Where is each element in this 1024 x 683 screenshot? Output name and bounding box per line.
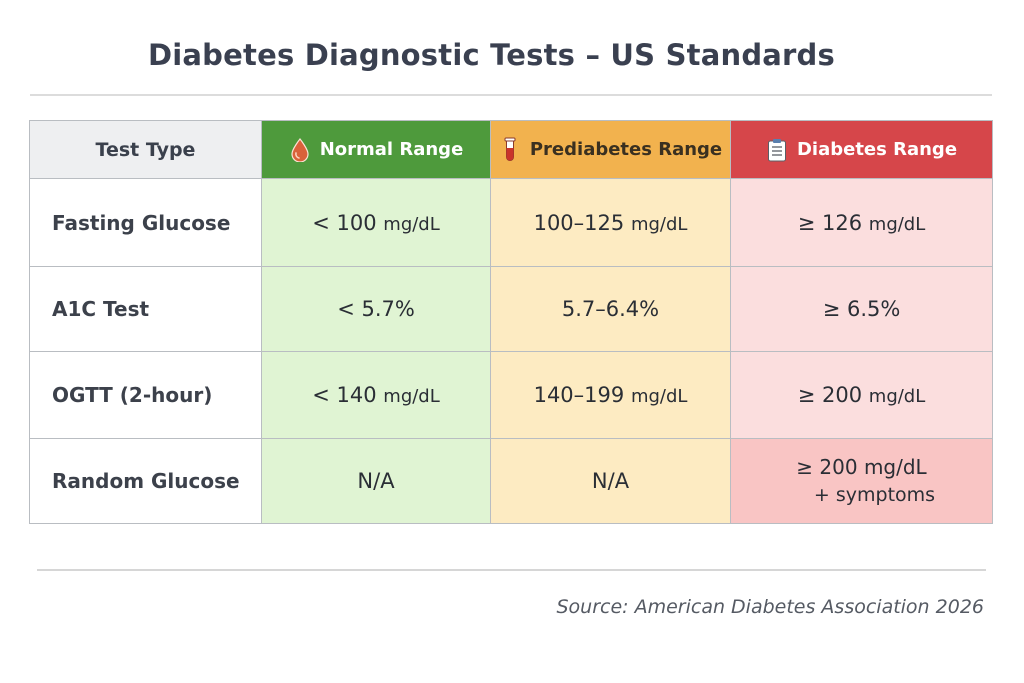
cell-value: < 100 — [312, 210, 377, 235]
cell-value: 5.7–6.4% — [561, 297, 660, 321]
normal-cell: < 5.7% — [261, 266, 491, 352]
table-row: Random Glucose N/A N/A ≥ 200 mg/dL + sym… — [29, 438, 993, 524]
header-diabetes-range: Diabetes Range — [730, 120, 993, 179]
header-normal-range: Normal Range — [261, 120, 491, 179]
cell-value-line2: + symptoms — [813, 484, 936, 506]
prediabetes-cell: N/A — [490, 438, 731, 524]
diabetes-cell: ≥ 126 mg/dL — [730, 178, 993, 267]
cell-value: < 140 — [312, 383, 377, 407]
header-normal-label: Normal Range — [319, 139, 464, 160]
cell-unit: mg/dL — [868, 386, 926, 407]
header-diabetes-label: Diabetes Range — [796, 139, 958, 160]
cell-value: ≥ 6.5% — [822, 297, 901, 321]
cell-unit: mg/dL — [383, 386, 440, 407]
cell-unit: mg/dL — [630, 386, 688, 407]
page-title: Diabetes Diagnostic Tests – US Standards — [148, 38, 835, 72]
row-label: Fasting Glucose — [29, 178, 262, 267]
cell-value-line1: ≥ 200 mg/dL — [796, 455, 927, 479]
prediabetes-cell: 5.7–6.4% — [490, 266, 731, 352]
table-row: Fasting Glucose < 100 mg/dL 100–125 mg/d… — [29, 178, 993, 267]
blood-drop-icon — [289, 137, 311, 163]
normal-cell: < 100 mg/dL — [261, 178, 491, 267]
header-prediabetes-range: Prediabetes Range — [490, 120, 731, 179]
normal-cell: < 140 mg/dL — [261, 351, 491, 439]
table-row: OGTT (2-hour) < 140 mg/dL 140–199 mg/dL … — [29, 351, 993, 439]
diagnostic-table: Test Type Normal Range — [29, 120, 993, 524]
cell-value: 100–125 — [533, 210, 625, 235]
source-citation: Source: American Diabetes Association 20… — [556, 596, 984, 618]
header-test-type: Test Type — [29, 120, 262, 179]
table-header-row: Test Type Normal Range — [29, 120, 993, 179]
cell-value: N/A — [591, 469, 630, 493]
row-label: A1C Test — [29, 266, 262, 352]
source-divider — [37, 569, 986, 571]
cell-value: N/A — [357, 469, 395, 493]
cell-unit: mg/dL — [383, 213, 440, 235]
cell-value: 140–199 — [533, 383, 625, 407]
prediabetes-cell: 140–199 mg/dL — [490, 351, 731, 439]
cell-value: ≥ 126 — [797, 210, 863, 235]
row-label: OGTT (2-hour) — [29, 351, 262, 439]
cell-value: < 5.7% — [337, 297, 415, 321]
diabetes-cell: ≥ 200 mg/dL — [730, 351, 993, 439]
header-prediabetes-label: Prediabetes Range — [529, 139, 723, 160]
cell-unit: mg/dL — [868, 213, 926, 235]
test-tube-icon — [499, 137, 521, 163]
clipboard-icon — [766, 137, 788, 163]
prediabetes-cell: 100–125 mg/dL — [490, 178, 731, 267]
cell-unit: mg/dL — [630, 213, 688, 235]
normal-cell: N/A — [261, 438, 491, 524]
diabetes-cell: ≥ 6.5% — [730, 266, 993, 352]
title-divider — [30, 94, 992, 96]
row-label: Random Glucose — [29, 438, 262, 524]
diabetes-cell: ≥ 200 mg/dL + symptoms — [730, 438, 993, 524]
table-row: A1C Test < 5.7% 5.7–6.4% ≥ 6.5% — [29, 266, 993, 352]
cell-value: ≥ 200 — [797, 383, 863, 407]
